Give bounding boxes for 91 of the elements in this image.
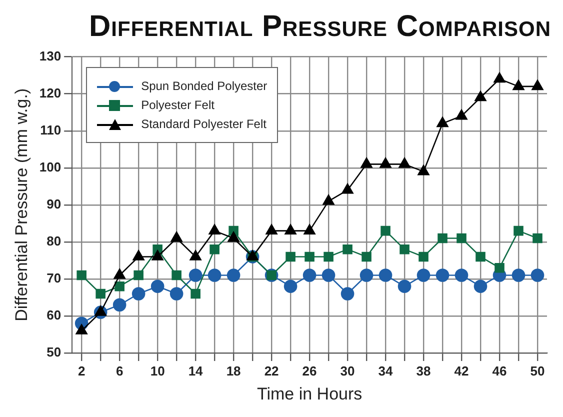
point: [114, 268, 126, 279]
point: [512, 268, 526, 282]
point: [456, 109, 468, 120]
point: [304, 252, 314, 262]
point: [170, 287, 184, 300]
point: [114, 281, 124, 292]
x-tick-label: 6: [116, 363, 124, 378]
point: [454, 268, 468, 282]
point: [226, 268, 240, 282]
y-tick-label: 90: [46, 196, 62, 212]
x-tick-label: 18: [226, 363, 241, 378]
point: [284, 224, 296, 234]
y-axis-title: Differential Pressure (mm w.g.): [12, 88, 31, 322]
point: [286, 252, 296, 262]
y-tick-label: 110: [40, 122, 62, 138]
point: [188, 268, 202, 282]
point: [494, 72, 506, 83]
point: [324, 252, 334, 262]
point: [132, 250, 144, 260]
point: [132, 287, 146, 300]
point: [532, 80, 544, 90]
x-axis-title: Time in Hours: [256, 384, 362, 404]
point: [302, 268, 316, 282]
y-tick-label: 50: [46, 344, 62, 360]
point: [400, 244, 410, 254]
y-tick-label: 80: [46, 234, 62, 249]
y-tick-label: 70: [46, 270, 62, 286]
y-tick-label: 130: [39, 48, 62, 64]
point: [474, 280, 488, 294]
point: [436, 268, 450, 282]
point: [76, 270, 86, 280]
y-tick-label: 120: [39, 85, 62, 100]
point: [322, 194, 334, 205]
point: [284, 280, 298, 294]
point: [112, 298, 126, 312]
point: [134, 270, 144, 280]
legend-label: Spun Bonded Polyester: [141, 78, 268, 93]
point: [398, 280, 412, 294]
chart-title: Differential Pressure Comparison: [88, 9, 552, 45]
point: [266, 224, 278, 234]
point: [456, 233, 466, 244]
point: [340, 287, 354, 300]
point: [172, 270, 182, 280]
point: [360, 268, 374, 282]
y-tick-label: 100: [39, 159, 62, 174]
point: [418, 252, 428, 262]
x-tick-label: 26: [302, 363, 317, 378]
x-tick-label: 38: [416, 363, 431, 378]
x-tick-label: 42: [454, 363, 469, 378]
point: [228, 232, 240, 242]
point: [438, 233, 448, 244]
point: [342, 183, 354, 194]
x-tick-label: 50: [530, 363, 545, 378]
point: [512, 80, 524, 90]
x-tick-label: 10: [150, 363, 165, 378]
x-tick-label: 14: [188, 363, 204, 378]
point: [96, 288, 106, 299]
x-tick-label: 2: [78, 363, 86, 378]
point: [150, 280, 164, 294]
point: [436, 116, 448, 128]
point: [418, 164, 430, 176]
x-tick-label: 46: [492, 363, 507, 378]
point: [474, 90, 486, 102]
point: [360, 158, 372, 168]
point: [380, 158, 392, 168]
legend-label: Polyester Felt: [141, 98, 214, 112]
point: [476, 252, 486, 262]
point: [530, 268, 544, 282]
y-tick-label: 60: [46, 308, 62, 323]
point: [190, 250, 202, 260]
point: [494, 262, 504, 273]
point: [152, 250, 164, 260]
point: [208, 224, 220, 234]
legend-label: Standard Polyester Felt: [141, 116, 266, 131]
point: [532, 233, 542, 244]
point: [210, 244, 220, 254]
point: [170, 232, 182, 242]
x-tick-label: 22: [264, 363, 279, 378]
point: [362, 252, 372, 262]
point: [514, 226, 524, 236]
x-tick-label: 34: [378, 363, 394, 378]
point: [416, 268, 430, 282]
point: [398, 158, 410, 168]
point: [342, 244, 352, 254]
point: [322, 268, 336, 282]
point: [304, 224, 316, 234]
x-tick-label: 30: [340, 363, 355, 378]
point: [208, 268, 222, 282]
point: [190, 288, 200, 299]
point: [380, 226, 390, 236]
point: [378, 268, 392, 282]
